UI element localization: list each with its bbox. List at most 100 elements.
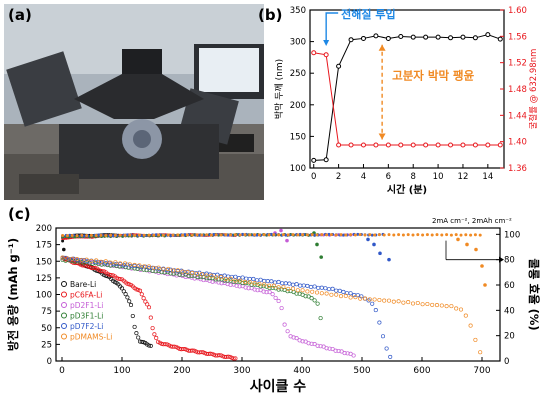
capacity-point (410, 301, 416, 306)
capacity-point (316, 285, 321, 290)
capacity-point (181, 346, 186, 352)
capacity-point (468, 323, 473, 328)
capacity-point (213, 277, 218, 282)
capacity-point (109, 273, 114, 278)
capacity-point (247, 280, 252, 285)
capacity-point (74, 257, 80, 262)
capacity-point (252, 281, 257, 286)
capacity-point (159, 270, 164, 275)
efficiency-point (325, 233, 329, 237)
efficiency-outlier (372, 242, 376, 247)
efficiency-point (329, 233, 333, 237)
capacity-point (434, 303, 440, 308)
y-left-axis-label-b: 박막 두께 (nm) (274, 59, 285, 119)
capacity-point (449, 304, 454, 309)
capacity-point (276, 279, 281, 285)
thickness-point (336, 63, 342, 69)
efficiency-point (65, 234, 69, 238)
capacity-point (247, 276, 252, 281)
capacity-point (233, 274, 238, 279)
capacity-point (366, 298, 371, 303)
efficiency-point (339, 233, 343, 237)
capacity-point (154, 335, 159, 341)
capacity-point (209, 273, 214, 278)
thickness-point (423, 34, 429, 40)
capacity-point (151, 265, 156, 270)
capacity-point (265, 279, 270, 284)
capacity-point (223, 276, 228, 282)
efficiency-point (406, 233, 410, 237)
capacity-point (194, 271, 200, 276)
capacity-point (92, 265, 98, 270)
capacity-point (334, 288, 339, 293)
capacity-point (382, 298, 387, 303)
refractive-point (485, 142, 491, 148)
efficiency-point (435, 233, 439, 237)
capacity-point (108, 260, 113, 265)
chart-c: 0 100 200 300 400 500 600 700025507510012515017… (6, 217, 540, 395)
capacity-point (141, 296, 146, 301)
capacity-point (94, 258, 99, 263)
x-axis-label-b: 시간 (분) (387, 183, 427, 196)
capacity-point (139, 339, 144, 345)
efficiency-point (161, 233, 165, 237)
efficiency-point (241, 232, 245, 236)
capacity-point (308, 284, 314, 289)
capacity-point (323, 286, 328, 291)
efficiency-point (277, 233, 281, 237)
efficiency-point (296, 233, 300, 237)
efficiency-point (147, 233, 151, 237)
capacity-point (324, 346, 329, 351)
efficiency-point (425, 233, 429, 237)
capacity-point (139, 292, 144, 297)
efficiency-outlier (62, 247, 66, 252)
capacity-point (306, 294, 311, 299)
capacity-point (240, 275, 245, 280)
legend-entry: Bare-Li (70, 280, 96, 289)
capacity-point (146, 264, 152, 269)
capacity-point (312, 284, 317, 289)
refractive-point (435, 142, 441, 148)
capacity-point (204, 271, 209, 276)
capacity-point (163, 342, 168, 347)
refractive-point (448, 142, 454, 148)
capacity-point (329, 292, 334, 297)
electrolyte-arrow-head (323, 40, 330, 46)
efficiency-point (262, 233, 266, 237)
capacity-point (406, 300, 411, 305)
capacity-point (312, 298, 317, 303)
x-tick-label-b: 12 (458, 172, 469, 182)
capacity-point (257, 281, 262, 287)
capacity-point (334, 292, 339, 297)
x-tick-label-c: 0 (59, 366, 65, 376)
efficiency-point (118, 233, 122, 237)
capacity-point (142, 264, 147, 269)
efficiency-point (397, 233, 401, 237)
x-tick-label-c: 200 (173, 366, 190, 376)
thickness-point (448, 35, 454, 41)
efficiency-point (200, 233, 204, 237)
capacity-point (233, 356, 238, 361)
efficiency-point (464, 233, 468, 237)
capacity-point (283, 281, 288, 286)
efficiency-point (382, 233, 386, 237)
capacity-point (161, 267, 166, 272)
swelling-arrow-head-down (378, 133, 386, 140)
capacity-point (425, 301, 430, 307)
thickness-point (460, 34, 466, 40)
y-right-tick-label-c: 60 (504, 281, 515, 291)
ellipsometer-photo-illustration (4, 4, 264, 200)
electrolyte-annotation: 전해질 투입 (341, 7, 395, 21)
refractive-point (348, 142, 354, 148)
capacity-point (216, 277, 221, 282)
swelling-annotation: 고분자 박막 팽윤 (392, 69, 474, 83)
capacity-point (258, 284, 263, 289)
efficiency-point (70, 233, 74, 237)
efficiency-point (219, 233, 223, 237)
efficiency-point (327, 232, 331, 236)
capacity-point (177, 272, 182, 277)
thickness-point (398, 34, 404, 40)
capacity-point (254, 278, 260, 283)
capacity-point (217, 353, 222, 358)
capacity-point (279, 306, 284, 311)
